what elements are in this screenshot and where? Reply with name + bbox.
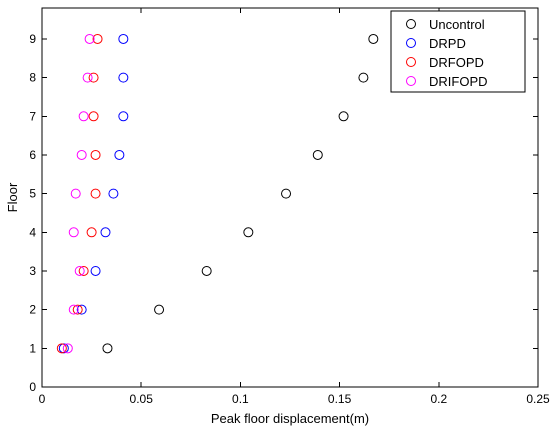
data-points-layer: [56, 33, 379, 354]
axes-box: [41, 7, 539, 388]
x-axis-label: Peak floor displacement(m): [211, 411, 369, 426]
legend-marker-drpd: [406, 38, 416, 48]
y-tick-label: 8: [29, 71, 36, 85]
data-point-drifopd-floor-5: [70, 188, 81, 199]
data-point-uncontrol-floor-4: [243, 227, 254, 238]
x-tick-label: 0.05: [130, 392, 154, 406]
y-tick-label: 9: [29, 32, 36, 46]
data-point-drpd-floor-3: [90, 265, 101, 276]
data-point-drifopd-floor-1: [62, 343, 73, 354]
data-point-uncontrol-floor-5: [281, 188, 292, 199]
y-tick-label: 3: [29, 264, 36, 278]
data-point-drfopd-floor-4: [86, 227, 97, 238]
data-point-uncontrol-floor-6: [312, 149, 323, 160]
data-point-uncontrol-floor-7: [338, 111, 349, 122]
data-point-drifopd-floor-4: [68, 227, 79, 238]
y-tick-label: 2: [29, 303, 36, 317]
y-tick-label: 7: [29, 109, 36, 123]
data-point-uncontrol-floor-1: [102, 343, 113, 354]
data-point-drfopd-floor-6: [90, 149, 101, 160]
data-point-drpd-floor-4: [100, 227, 111, 238]
x-tick-label: 0: [39, 392, 46, 406]
y-tick-label: 0: [29, 380, 36, 394]
y-tick-label: 6: [29, 148, 36, 162]
data-point-drfopd-floor-7: [88, 111, 99, 122]
legend-label-uncontrol: Uncontrol: [429, 17, 485, 32]
data-point-drifopd-floor-7: [78, 111, 89, 122]
data-point-drifopd-floor-2: [68, 304, 79, 315]
x-tick-label: 0.1: [232, 392, 249, 406]
data-point-drpd-floor-7: [118, 111, 129, 122]
data-point-drpd-floor-6: [114, 149, 125, 160]
x-tick-label: 0.25: [526, 392, 550, 406]
data-point-drpd-floor-5: [108, 188, 119, 199]
data-point-drifopd-floor-9: [84, 33, 95, 44]
data-point-uncontrol-floor-9: [368, 33, 379, 44]
legend-label-drfopd: DRFOPD: [429, 55, 484, 70]
data-point-uncontrol-floor-2: [154, 304, 165, 315]
y-tick-label: 1: [29, 341, 36, 355]
y-axis-label: Floor: [5, 182, 20, 212]
legend-marker-drfopd: [406, 57, 416, 67]
data-point-drfopd-floor-2: [72, 304, 83, 315]
data-point-drfopd-floor-1: [56, 343, 67, 354]
data-point-drpd-floor-8: [118, 72, 129, 83]
legend-label-drpd: DRPD: [429, 36, 466, 51]
legend-marker-drifopd: [406, 76, 416, 86]
data-point-drfopd-floor-8: [88, 72, 99, 83]
y-tick-label: 5: [29, 187, 36, 201]
y-tick-label: 4: [29, 225, 36, 239]
data-point-drfopd-floor-5: [90, 188, 101, 199]
data-point-drifopd-floor-8: [82, 72, 93, 83]
data-point-drpd-floor-2: [76, 304, 87, 315]
data-point-drfopd-floor-3: [78, 265, 89, 276]
data-point-drifopd-floor-3: [74, 265, 85, 276]
data-point-drifopd-floor-6: [76, 149, 87, 160]
data-point-drpd-floor-9: [118, 33, 129, 44]
legend: Uncontrol DRPD DRFOPD DRIFOPD: [390, 10, 526, 93]
x-tick-label: 0.15: [328, 392, 352, 406]
legend-marker-uncontrol: [406, 19, 416, 29]
legend-label-drifopd: DRIFOPD: [429, 74, 488, 89]
axes-layer: 0 0.05 0.1 0.15 0.2 0.25 0 1 2 3 4 5 6 7 8 9: [29, 7, 550, 406]
data-point-uncontrol-floor-3: [201, 265, 212, 276]
data-point-drfopd-floor-9: [92, 33, 103, 44]
data-point-uncontrol-floor-8: [358, 72, 369, 83]
legend-box: [390, 10, 526, 93]
x-tick-label: 0.2: [430, 392, 447, 406]
